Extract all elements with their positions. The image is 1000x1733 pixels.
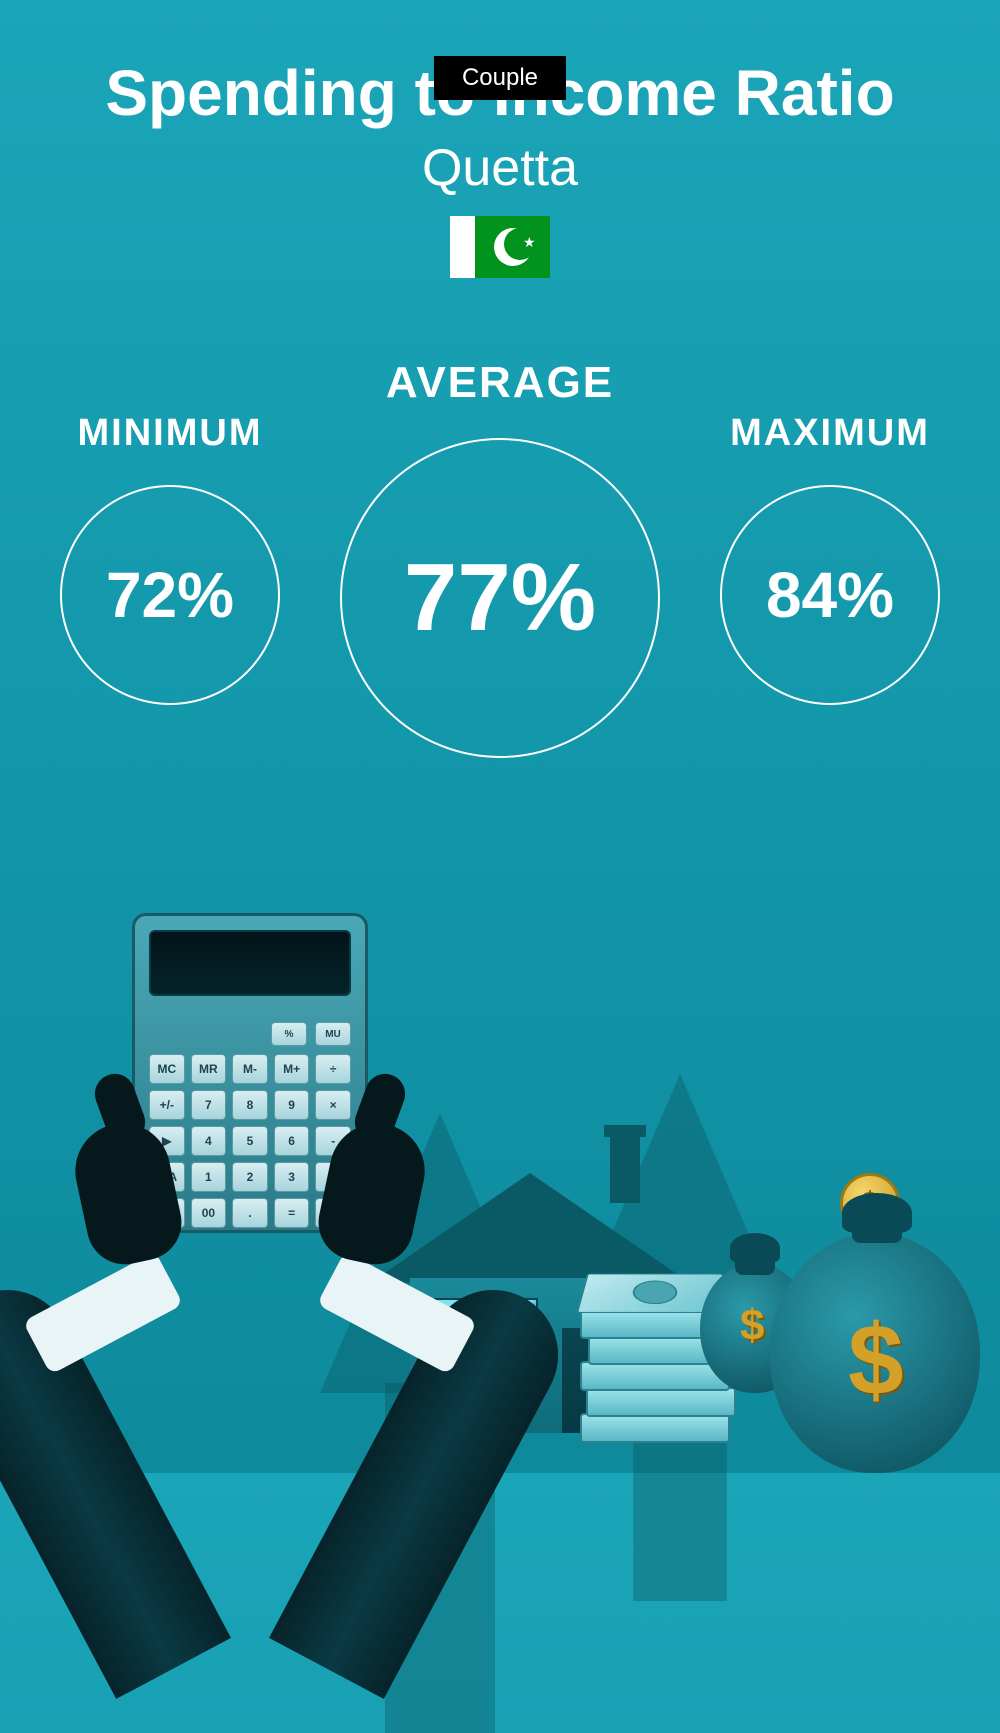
- finance-illustration: $ $ $ %MU MCMRM-M+÷+/-789×▶456-C/A123+00…: [0, 873, 1000, 1473]
- calc-key: M+: [274, 1054, 310, 1084]
- money-bag-icon: $: [770, 1233, 980, 1473]
- calc-key: 6: [274, 1126, 310, 1156]
- city-subtitle: Quetta: [0, 138, 1000, 198]
- maximum-stat: MAXIMUM 84%: [720, 412, 940, 705]
- calc-key: 9: [274, 1090, 310, 1120]
- calc-key: =: [274, 1198, 310, 1228]
- stats-row: MINIMUM 72% AVERAGE 77% MAXIMUM 84%: [0, 358, 1000, 758]
- calc-key: MC: [149, 1054, 185, 1084]
- calc-key: 4: [191, 1126, 227, 1156]
- calc-key: +/-: [149, 1090, 185, 1120]
- hands-calculator-icon: %MU MCMRM-M+÷+/-789×▶456-C/A123+000.==: [50, 853, 450, 1493]
- calc-key: MU: [315, 1022, 351, 1046]
- calc-key: ÷: [315, 1054, 351, 1084]
- average-label: AVERAGE: [386, 358, 614, 408]
- calc-key: 5: [232, 1126, 268, 1156]
- calc-key: %: [271, 1022, 307, 1046]
- calc-key: 00: [191, 1198, 227, 1228]
- minimum-label: MINIMUM: [78, 412, 263, 455]
- calc-key: 1: [191, 1162, 227, 1192]
- calc-key: 7: [191, 1090, 227, 1120]
- average-stat: AVERAGE 77%: [340, 358, 660, 758]
- calc-key: .: [232, 1198, 268, 1228]
- calc-key: 8: [232, 1090, 268, 1120]
- calc-key: MR: [191, 1054, 227, 1084]
- calc-key: M-: [232, 1054, 268, 1084]
- average-value-circle: 77%: [340, 438, 660, 758]
- pakistan-flag-icon: ★: [450, 216, 550, 278]
- calc-key: 3: [274, 1162, 310, 1192]
- minimum-stat: MINIMUM 72%: [60, 412, 280, 705]
- calc-key: ×: [315, 1090, 351, 1120]
- maximum-label: MAXIMUM: [730, 412, 930, 455]
- category-badge: Couple: [434, 56, 566, 100]
- maximum-value-circle: 84%: [720, 485, 940, 705]
- minimum-value-circle: 72%: [60, 485, 280, 705]
- calc-key: 2: [232, 1162, 268, 1192]
